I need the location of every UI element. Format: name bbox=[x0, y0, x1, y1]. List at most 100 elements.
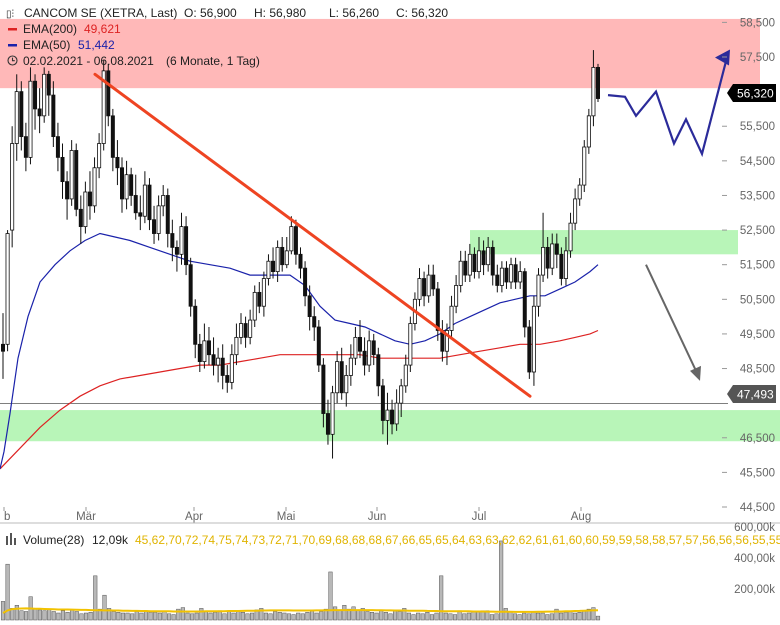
volume-label: Volume(28) bbox=[23, 533, 84, 547]
volume-bar bbox=[286, 613, 292, 621]
candle bbox=[170, 219, 175, 262]
down-arrow-head bbox=[690, 365, 701, 381]
candle-body bbox=[248, 319, 253, 338]
projection-arrowhead bbox=[715, 49, 730, 66]
candle-body bbox=[385, 409, 390, 421]
volume-bar bbox=[535, 612, 541, 621]
instrument-title: CANCOM SE (XETRA, Last) bbox=[24, 6, 177, 20]
candle bbox=[559, 247, 564, 286]
volume-bar bbox=[37, 609, 42, 621]
candle bbox=[280, 237, 285, 272]
candle bbox=[42, 67, 47, 123]
volume-bar bbox=[208, 612, 213, 621]
volume-bar bbox=[291, 614, 296, 621]
candle bbox=[550, 233, 555, 276]
candle bbox=[129, 167, 134, 206]
volume-bar bbox=[582, 610, 587, 621]
candle-body bbox=[179, 226, 184, 255]
volume-bar bbox=[342, 605, 347, 621]
candle-body bbox=[504, 267, 509, 283]
candle-body bbox=[197, 343, 202, 363]
candle bbox=[394, 389, 399, 431]
ema200-swatch bbox=[8, 28, 17, 31]
volume-bar bbox=[194, 612, 199, 621]
candle bbox=[243, 316, 248, 348]
volume-bar bbox=[494, 613, 499, 621]
candle bbox=[19, 81, 24, 151]
candle-body bbox=[577, 184, 582, 200]
clock-icon bbox=[7, 55, 18, 66]
candle bbox=[390, 399, 395, 435]
ema50-label: EMA(50) bbox=[23, 38, 70, 52]
candle bbox=[124, 160, 129, 210]
volume-bar bbox=[526, 613, 531, 621]
candle bbox=[65, 171, 70, 220]
candle bbox=[307, 285, 312, 331]
candle bbox=[220, 344, 225, 390]
volume-bar bbox=[402, 608, 407, 621]
candle-body bbox=[87, 191, 92, 207]
candle-body bbox=[165, 195, 170, 234]
volume-bar bbox=[512, 613, 518, 621]
candle bbox=[454, 275, 459, 314]
candle bbox=[357, 320, 362, 359]
downtrend-line bbox=[93, 72, 532, 398]
candle-body bbox=[573, 198, 578, 224]
svg-text:56,320: 56,320 bbox=[737, 87, 774, 101]
volume-bar bbox=[190, 613, 195, 621]
candle bbox=[14, 74, 19, 161]
candle bbox=[481, 240, 486, 276]
candle bbox=[289, 216, 294, 255]
volume-bar bbox=[88, 612, 93, 621]
candle bbox=[596, 63, 601, 102]
candle-body bbox=[394, 402, 399, 425]
candle bbox=[206, 327, 211, 366]
candle-body bbox=[376, 354, 381, 387]
volume-bar bbox=[522, 612, 527, 621]
volume-bar bbox=[416, 612, 421, 621]
candle bbox=[55, 122, 60, 172]
candle-body bbox=[303, 267, 308, 297]
candle-body bbox=[106, 70, 111, 117]
y-tick-label: 53,500 bbox=[740, 190, 775, 202]
candle-body bbox=[467, 253, 472, 276]
candle bbox=[115, 140, 120, 186]
candle bbox=[142, 171, 147, 224]
candle bbox=[271, 247, 276, 279]
candle bbox=[380, 378, 385, 435]
volume-bar bbox=[125, 612, 130, 621]
candle bbox=[97, 133, 102, 179]
candle-body bbox=[431, 274, 436, 290]
volume-bar bbox=[508, 612, 513, 621]
candle bbox=[229, 344, 234, 390]
volume-panel: 600,00k 400,00k 200,00k bbox=[0, 522, 775, 621]
candle-body bbox=[252, 291, 257, 321]
volume-bar bbox=[83, 612, 89, 621]
candle-body bbox=[152, 219, 157, 234]
candle-body bbox=[46, 73, 51, 96]
y-tick-label: 46,500 bbox=[740, 433, 775, 445]
candle bbox=[499, 261, 504, 293]
resistance-zone bbox=[0, 18, 760, 89]
candle-body bbox=[362, 350, 367, 366]
candle bbox=[440, 320, 445, 362]
volume-bar bbox=[176, 608, 181, 621]
candle bbox=[431, 264, 436, 296]
candle-body bbox=[541, 246, 546, 276]
candle bbox=[298, 247, 303, 279]
candle-body bbox=[184, 226, 189, 266]
candle-body bbox=[5, 233, 10, 345]
candle bbox=[106, 63, 111, 127]
candle-body bbox=[74, 150, 79, 210]
volume-bar bbox=[540, 612, 545, 621]
candle-body bbox=[380, 385, 385, 421]
y-tick-label: 49,500 bbox=[740, 329, 775, 341]
volume-bar bbox=[499, 540, 504, 621]
candle-body bbox=[444, 330, 449, 352]
candle-body bbox=[23, 136, 28, 158]
candle-body bbox=[408, 323, 413, 366]
candle-body bbox=[454, 285, 459, 307]
candle bbox=[348, 344, 353, 386]
candle-body bbox=[156, 205, 161, 234]
